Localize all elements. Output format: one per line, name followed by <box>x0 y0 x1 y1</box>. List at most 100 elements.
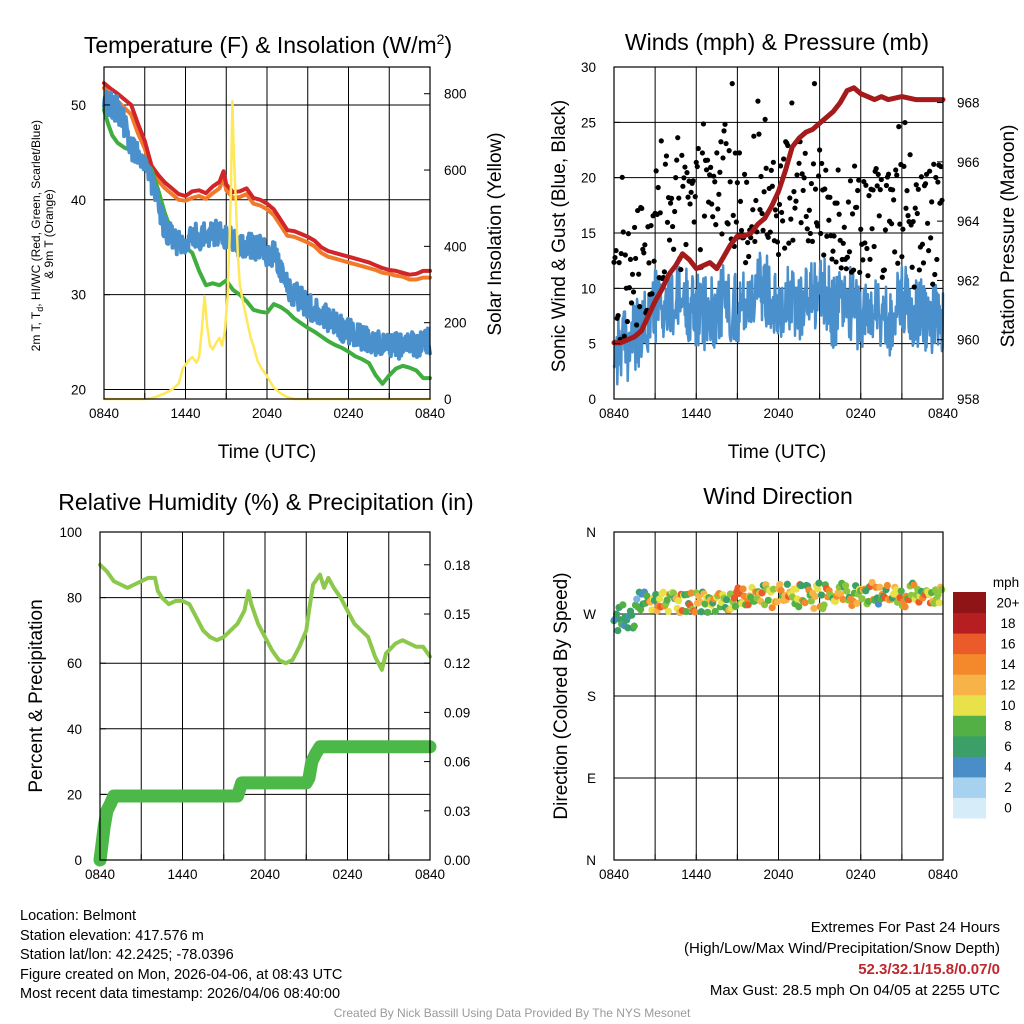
gust-point <box>777 163 784 169</box>
direction-point <box>811 592 819 600</box>
gust-point <box>920 260 927 266</box>
series-line-2m-t <box>102 81 432 277</box>
gust-point <box>850 267 857 273</box>
gust-point <box>830 248 836 254</box>
gust-point <box>727 179 733 185</box>
gust-point <box>704 157 711 163</box>
y-tick-label: 20 <box>67 787 82 802</box>
gust-point <box>914 210 920 217</box>
gust-point <box>648 222 654 229</box>
colorbar-swatch <box>953 756 986 778</box>
gust-point <box>770 159 776 165</box>
gust-point <box>801 175 807 181</box>
gust-point <box>741 171 748 177</box>
gust-point <box>873 166 879 172</box>
gust-point <box>668 195 675 201</box>
gust-point <box>737 198 744 205</box>
gust-point <box>736 150 743 156</box>
y-tick-label: 0 <box>74 853 82 868</box>
gust-point <box>744 179 750 185</box>
y-tick-label: 100 <box>59 525 82 540</box>
gust-point <box>675 135 681 141</box>
humidity-y-axis-label: Percent & Precipitation <box>26 599 47 792</box>
y-right-tick-label: 600 <box>444 163 467 178</box>
gust-point <box>723 140 729 147</box>
gust-point <box>860 257 866 263</box>
gust-point <box>812 186 819 192</box>
gust-point <box>729 81 735 87</box>
gust-point <box>834 200 840 206</box>
direction-point <box>901 603 909 611</box>
series-line-solar-insolation <box>102 100 432 401</box>
y-right-tick-label: 962 <box>957 273 980 288</box>
direction-point <box>817 591 826 599</box>
gust-point <box>717 169 723 175</box>
gust-point <box>856 177 862 183</box>
direction-point <box>810 604 818 613</box>
gust-point <box>893 167 899 173</box>
gust-point <box>871 243 877 250</box>
gust-point <box>690 178 696 184</box>
gust-point <box>624 318 630 325</box>
direction-point <box>739 585 747 593</box>
gust-point <box>867 256 873 262</box>
gust-point <box>902 119 908 126</box>
gust-point <box>700 121 707 127</box>
wind-direction-chart-title: Wind Direction <box>703 483 853 509</box>
y-right-tick-label: 958 <box>957 392 980 407</box>
gust-point <box>874 183 880 189</box>
winds-x-axis-label: Time (UTC) <box>728 442 827 463</box>
gust-point <box>653 168 659 174</box>
gust-point <box>849 211 856 217</box>
direction-point <box>764 596 772 604</box>
colorbar-swatch <box>953 694 986 716</box>
temperature-panel: Temperature (F) & Insolation (W/m2) 0840… <box>29 31 506 463</box>
gust-point <box>752 238 758 245</box>
direction-point <box>776 580 784 589</box>
gust-point <box>793 198 799 204</box>
gust-point <box>788 216 794 222</box>
gust-point <box>649 291 655 297</box>
gust-point <box>767 229 773 235</box>
gust-point <box>657 210 663 216</box>
gust-point <box>791 189 797 195</box>
gust-point <box>745 239 751 246</box>
y-right-tick-label: 964 <box>957 214 980 229</box>
direction-point <box>777 586 785 595</box>
x-tick-label: 0840 <box>599 406 629 421</box>
temperature-chart-title: Temperature (F) & Insolation (W/m2) <box>84 31 452 58</box>
y-tick-label: W <box>583 607 596 622</box>
gust-point <box>734 180 740 186</box>
humidity-panel: Relative Humidity (%) & Precipitation (i… <box>26 489 474 882</box>
gust-point <box>877 187 883 193</box>
gust-point <box>715 206 721 212</box>
y-tick-label: S <box>587 689 596 704</box>
gust-point <box>796 160 802 166</box>
series-line-pressure <box>611 85 946 346</box>
gust-point <box>854 204 860 210</box>
gust-point <box>851 163 858 169</box>
y-right-tick-label: 200 <box>444 316 467 331</box>
x-tick-label: 0840 <box>415 867 445 882</box>
gust-point <box>693 159 699 165</box>
gust-point <box>938 163 944 170</box>
gust-point <box>733 219 739 225</box>
direction-point <box>612 610 621 618</box>
gust-point <box>931 161 937 167</box>
y-right-tick-label: 800 <box>444 87 467 102</box>
gust-point <box>626 285 633 291</box>
gust-point <box>878 176 884 183</box>
gust-point <box>721 128 727 134</box>
gust-point <box>682 164 688 170</box>
gust-point <box>753 197 759 204</box>
gust-point <box>636 271 642 277</box>
y-tick-label: 30 <box>581 60 596 75</box>
y-right-tick-label: 960 <box>957 333 980 348</box>
gust-point <box>840 240 846 246</box>
y-tick-label: 40 <box>67 722 82 737</box>
gust-point <box>930 281 936 287</box>
x-tick-label: 2040 <box>763 406 793 421</box>
gust-point <box>916 267 922 273</box>
gust-point <box>803 213 809 220</box>
x-tick-label: 0840 <box>928 406 958 421</box>
